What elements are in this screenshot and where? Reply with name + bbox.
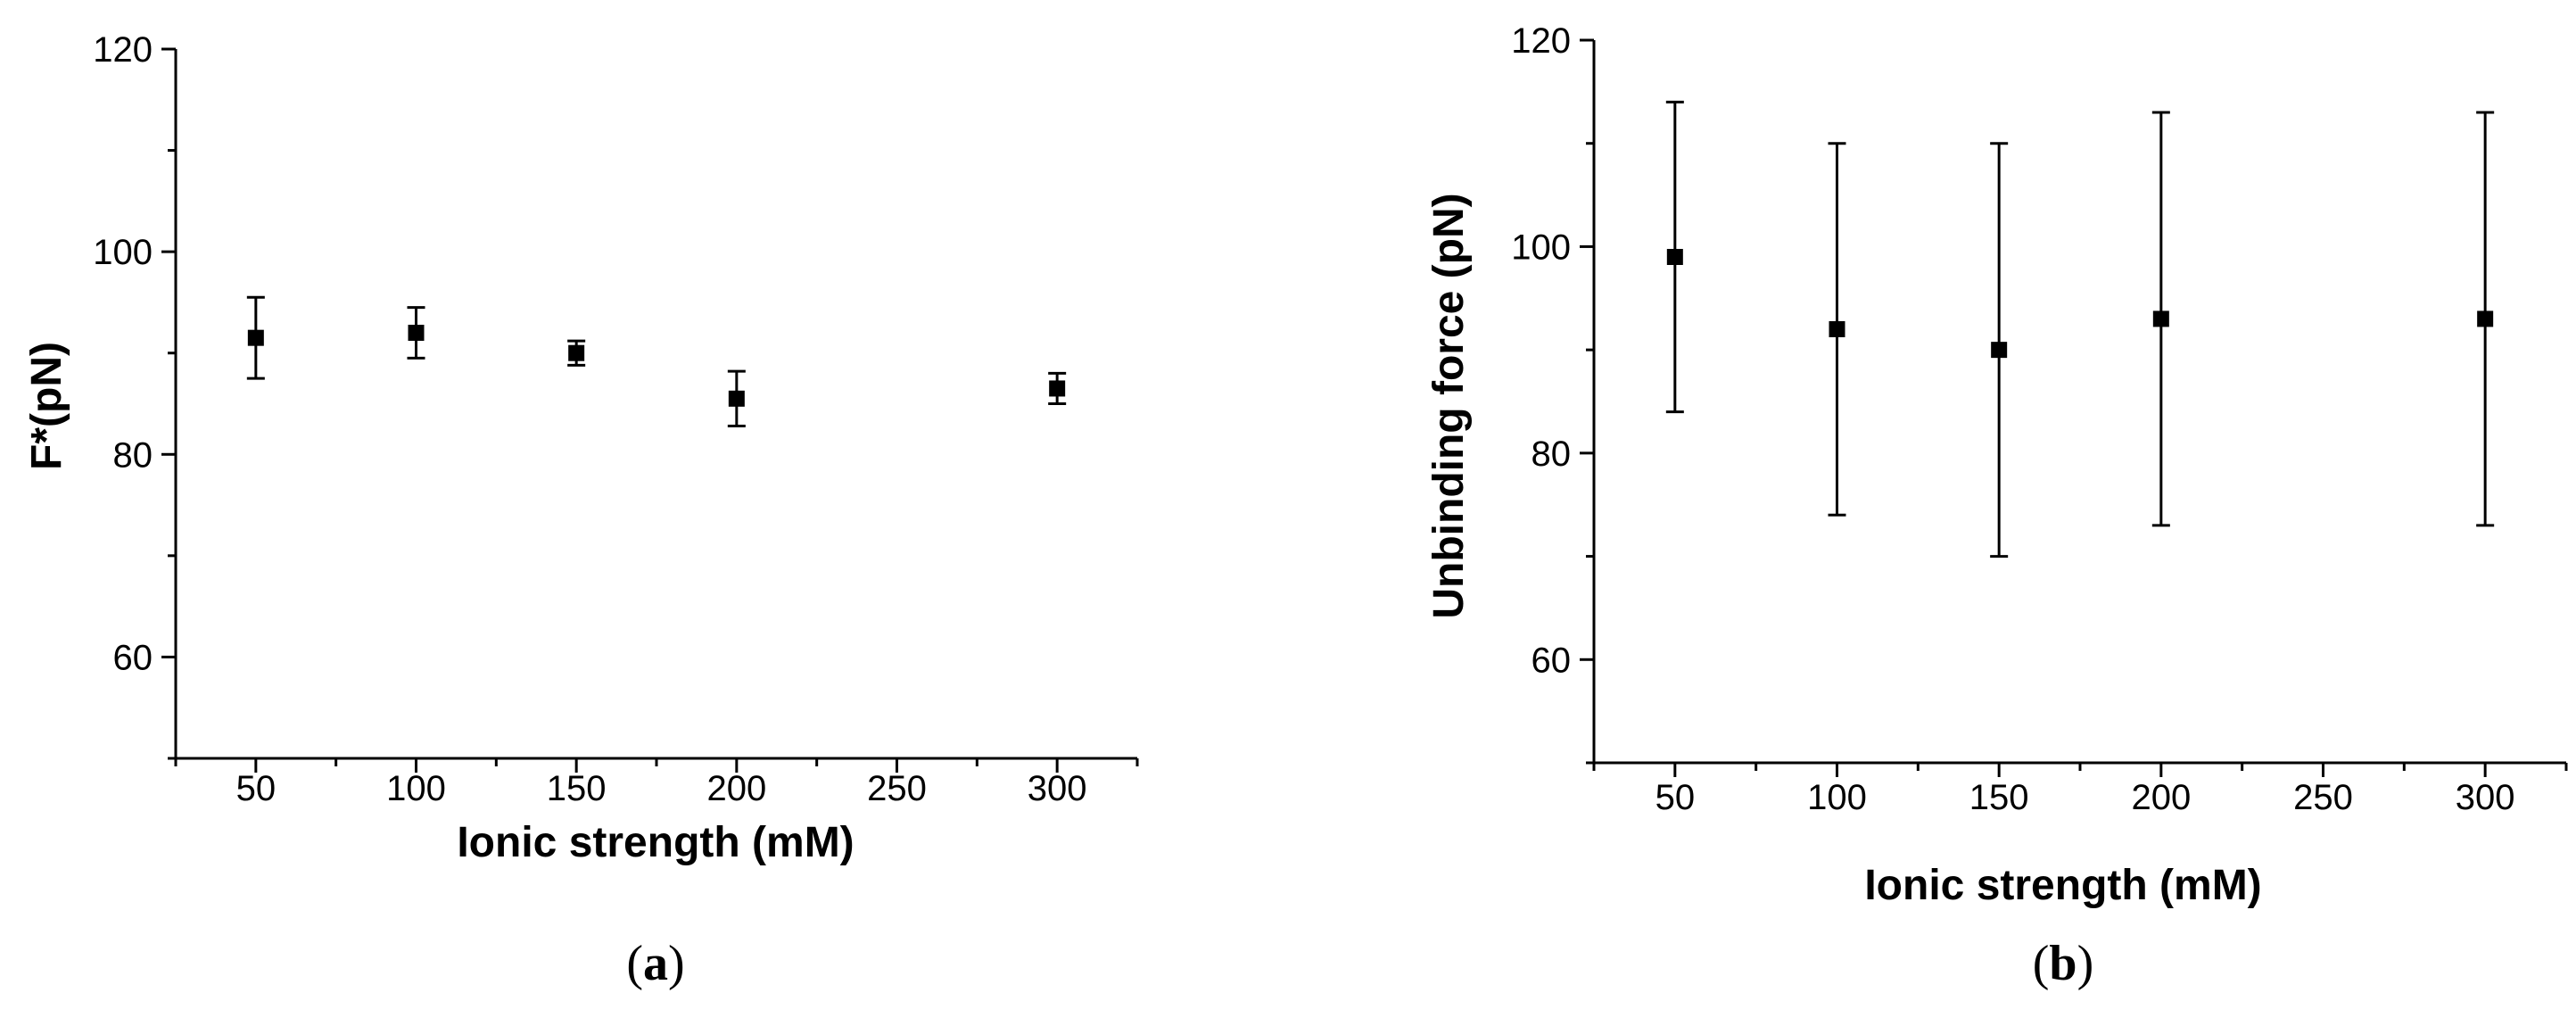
data-point — [728, 390, 745, 407]
x-tick-label-100: 100 — [1807, 778, 1867, 817]
panel-label-b-letter: b — [2049, 936, 2076, 991]
x-tick-label-300: 300 — [1028, 769, 1087, 808]
data-point — [568, 344, 585, 361]
y-axis-label-b: Unbinding force (pN) — [1425, 193, 1473, 618]
y-tick-label-80: 80 — [113, 435, 153, 475]
error-bars-a — [246, 295, 1067, 427]
x-tick-label-100: 100 — [386, 769, 446, 808]
y-ticks-b: 60 80 100 120 — [1511, 21, 1594, 765]
chart-panel-b: 60 80 100 120 50 100 150 200 250 300 Ionic stren… — [1425, 21, 2568, 991]
data-points-b — [1666, 249, 2494, 359]
y-axis-label-a: F*(pN) — [23, 342, 70, 470]
data-point — [247, 329, 264, 346]
x-axis-label-b: Ionic strength (mM) — [1864, 862, 2261, 909]
x-tick-label-150: 150 — [547, 769, 607, 808]
x-tick-label-250: 250 — [2293, 778, 2353, 817]
panel-label-b: (b) — [2033, 936, 2093, 991]
data-point — [1991, 342, 2008, 359]
x-tick-label-250: 250 — [867, 769, 927, 808]
y-tick-label-100: 100 — [1511, 228, 1571, 267]
data-point — [1829, 321, 1845, 337]
chart-panel-a: 60 80 100 120 50 100 150 200 250 300 Ionic stren… — [23, 30, 1139, 991]
x-tick-label-50: 50 — [1655, 778, 1696, 817]
axes-b — [1592, 40, 2566, 765]
error-bars-b — [1665, 100, 2495, 559]
y-tick-label-80: 80 — [1532, 434, 1572, 474]
x-ticks-b: 50 100 150 200 250 300 — [1592, 763, 2568, 817]
y-tick-label-60: 60 — [113, 638, 153, 677]
y-ticks-a: 60 80 100 120 — [93, 30, 176, 760]
data-points-a — [247, 325, 1066, 407]
data-point — [408, 325, 425, 341]
y-tick-label-60: 60 — [1532, 641, 1572, 680]
data-point — [1666, 249, 1683, 265]
x-tick-label-200: 200 — [2131, 778, 2191, 817]
y-tick-label-100: 100 — [93, 233, 153, 272]
data-point — [2152, 310, 2169, 327]
x-tick-label-150: 150 — [1969, 778, 2029, 817]
data-point — [1049, 380, 1066, 397]
x-tick-label-200: 200 — [706, 769, 766, 808]
x-axis-label-a: Ionic strength (mM) — [457, 819, 854, 866]
data-point — [2477, 310, 2494, 327]
x-tick-label-50: 50 — [236, 769, 277, 808]
y-tick-label-120: 120 — [93, 30, 153, 70]
x-ticks-a: 50 100 150 200 250 300 — [174, 758, 1139, 808]
panel-label-a: (a) — [626, 936, 684, 991]
panel-label-a-letter: a — [643, 936, 668, 991]
y-tick-label-120: 120 — [1511, 21, 1571, 61]
x-tick-label-300: 300 — [2456, 778, 2515, 817]
axes-a — [174, 49, 1137, 760]
